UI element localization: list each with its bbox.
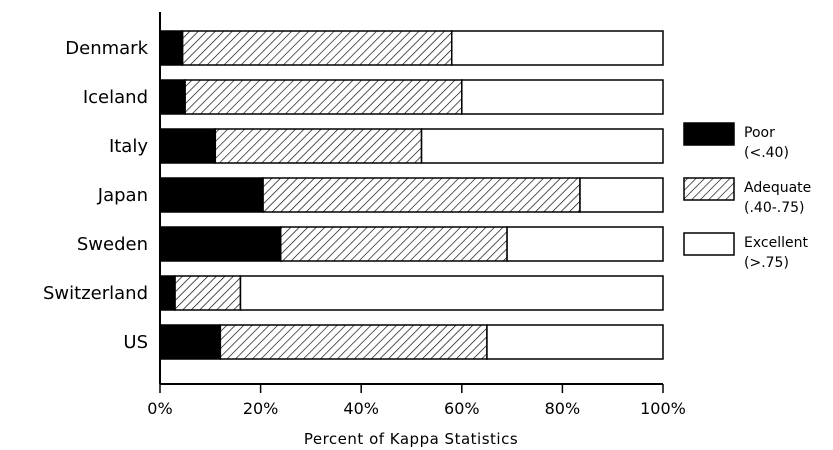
category-label: Denmark bbox=[65, 38, 148, 59]
bar-sweden-series-0 bbox=[159, 226, 282, 262]
bar-denmark-series-2 bbox=[450, 30, 664, 66]
category-label: Italy bbox=[109, 136, 148, 157]
legend-label-line2: (<.40) bbox=[744, 145, 789, 161]
bar-italy-series-2 bbox=[420, 128, 664, 164]
bar-sweden-series-1 bbox=[279, 226, 508, 262]
legend-label-line1: Poor bbox=[744, 125, 775, 141]
legend-swatch-0 bbox=[683, 122, 735, 146]
bar-switzerland-series-2 bbox=[239, 275, 664, 311]
legend-label-line2: (.40-.75) bbox=[744, 200, 805, 216]
bar-switzerland-series-1 bbox=[174, 275, 242, 311]
x-tick-label: 0% bbox=[147, 399, 172, 418]
legend-label-line1: Excellent bbox=[744, 235, 808, 251]
bar-us-series-0 bbox=[159, 324, 222, 360]
x-tick-label: 100% bbox=[640, 399, 686, 418]
bar-italy-series-1 bbox=[214, 128, 423, 164]
bar-iceland-series-2 bbox=[461, 79, 664, 115]
x-tick-label: 60% bbox=[444, 399, 480, 418]
bars-group bbox=[159, 30, 664, 360]
bar-japan-series-1 bbox=[262, 177, 581, 213]
bar-us-series-1 bbox=[219, 324, 488, 360]
category-label: Iceland bbox=[83, 87, 148, 108]
bar-denmark-series-1 bbox=[181, 30, 453, 66]
bar-italy-series-0 bbox=[159, 128, 217, 164]
bar-denmark-series-0 bbox=[159, 30, 184, 66]
x-tick-label: 80% bbox=[545, 399, 581, 418]
legend: Poor (<.40) Adequate (.40-.75) Excellent (>.7… bbox=[683, 122, 811, 271]
legend-label-line2: (>.75) bbox=[744, 255, 789, 271]
legend-label-line1: Adequate bbox=[744, 180, 811, 196]
x-tick-label: 40% bbox=[343, 399, 379, 418]
category-label: Sweden bbox=[77, 234, 148, 255]
category-label: Japan bbox=[97, 185, 148, 206]
x-tick-label: 20% bbox=[243, 399, 279, 418]
bar-iceland-series-0 bbox=[159, 79, 186, 115]
bar-iceland-series-1 bbox=[184, 79, 463, 115]
bar-switzerland-series-0 bbox=[159, 275, 176, 311]
x-axis-ticks: 0% 20% 40% 60% 80% 100% bbox=[147, 384, 686, 418]
bar-us-series-2 bbox=[486, 324, 664, 360]
bar-japan-series-2 bbox=[579, 177, 664, 213]
legend-swatch-1 bbox=[683, 177, 735, 201]
x-axis-title: Percent of Kappa Statistics bbox=[304, 430, 518, 448]
category-label: US bbox=[123, 332, 148, 353]
bar-japan-series-0 bbox=[159, 177, 264, 213]
category-labels: Denmark Iceland Italy Japan Sweden Switzerlan… bbox=[43, 38, 149, 353]
category-label: Switzerland bbox=[43, 283, 148, 304]
legend-swatch-2 bbox=[683, 232, 735, 256]
bar-sweden-series-2 bbox=[506, 226, 664, 262]
